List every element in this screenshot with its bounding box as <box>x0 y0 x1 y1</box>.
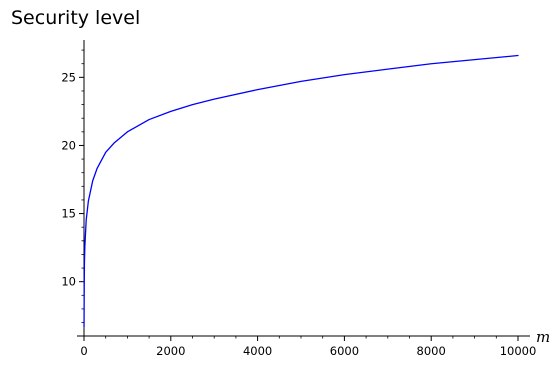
y-axis-ticks: 10 15 20 25 <box>61 49 84 323</box>
y-tick-label: 15 <box>61 207 76 221</box>
x-tick-label: 0 <box>80 344 87 358</box>
series-layer <box>83 54 519 328</box>
x-tick-label: 4000 <box>243 344 272 358</box>
x-axis-ticks: 0 2000 4000 6000 8000 10000 <box>80 336 536 358</box>
y-tick-label: 10 <box>61 275 76 289</box>
y-tick-label: 25 <box>61 70 76 84</box>
y-tick-label: 20 <box>61 138 76 152</box>
x-tick-label: 8000 <box>417 344 446 358</box>
chart-title: Security level <box>11 7 140 29</box>
x-tick-label: 10000 <box>500 344 537 358</box>
x-tick-label: 6000 <box>330 344 359 358</box>
series-line <box>83 54 519 328</box>
x-tick-label: 2000 <box>156 344 185 358</box>
x-axis-label: m <box>536 328 550 346</box>
